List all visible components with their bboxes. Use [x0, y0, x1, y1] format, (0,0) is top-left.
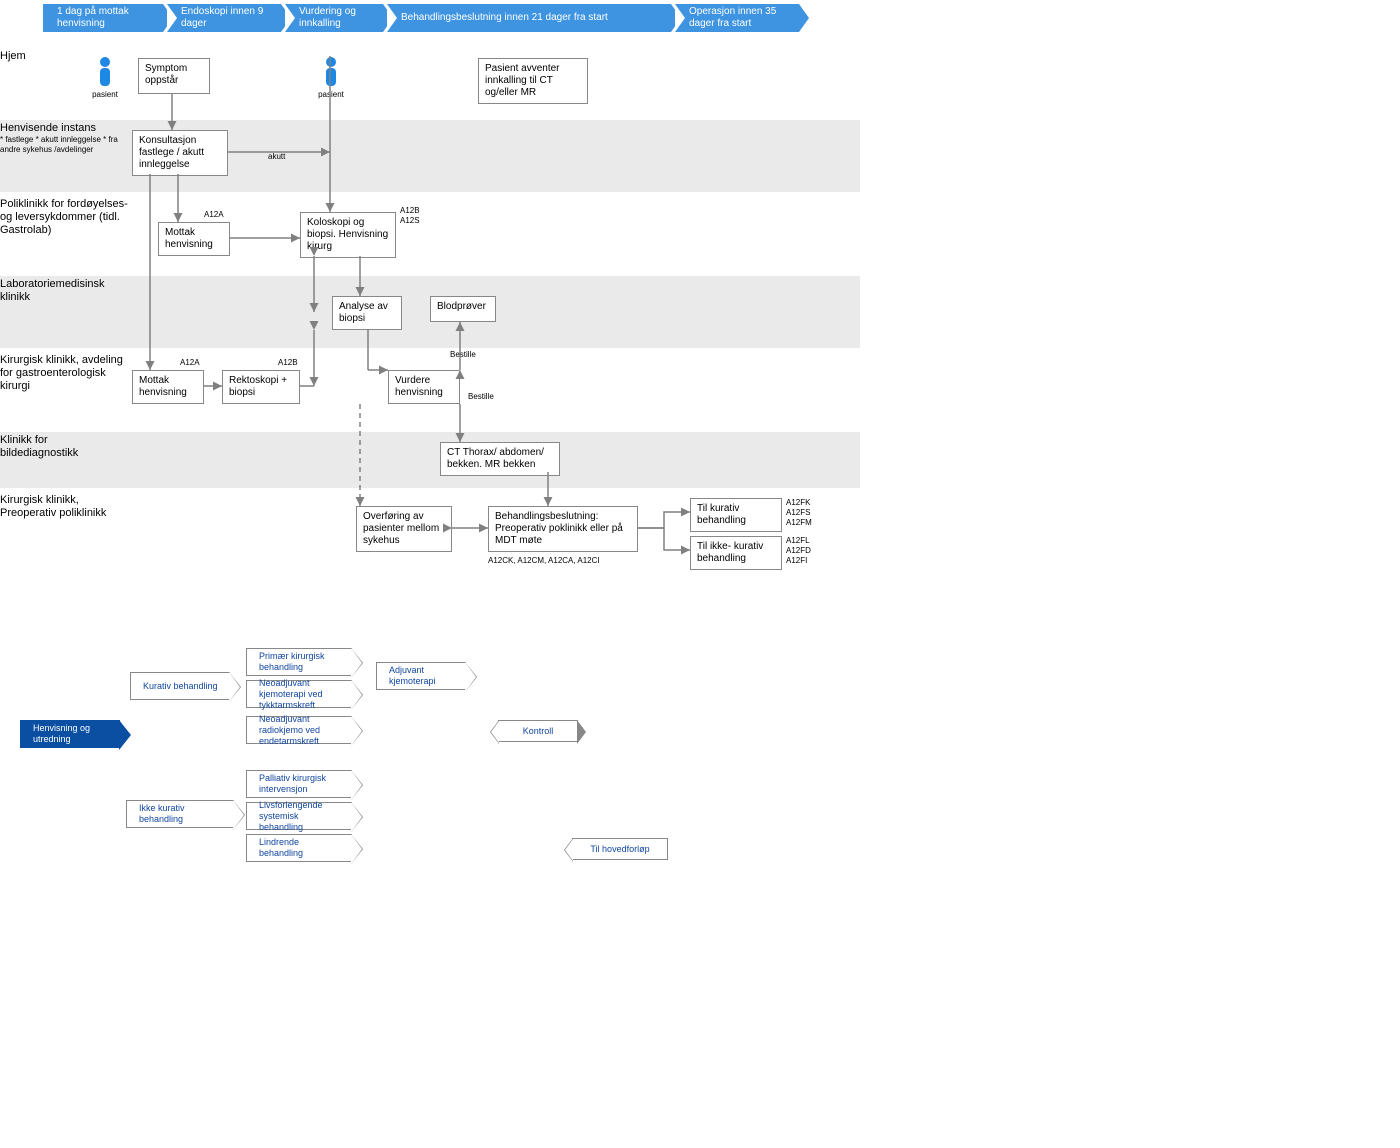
swimlane-band — [0, 120, 860, 192]
process-box-text: Rektoskopi + biopsi — [229, 375, 287, 398]
process-box-text: Pasient avventer innkalling til CT og/el… — [485, 63, 560, 98]
process-box-text: Analyse av biopsi — [339, 301, 388, 324]
timeline-step: Operasjon innen 35 dager fra start — [675, 4, 799, 32]
process-box-konsult: Konsultasjon fastlege / akutt innleggels… — [132, 130, 228, 176]
swimlane-title: Kirurgisk klinikk, avdeling for gastroen… — [0, 354, 128, 393]
timeline-step-label: 1 dag på mottak henvisning — [57, 6, 157, 30]
code-label: A12CK, A12CM, A12CA, A12CI — [488, 556, 600, 566]
swimlane-label: Laboratoriemedisinsk klinikk — [0, 278, 128, 304]
nav-tab-label: Neoadjuvant kjemoterapi ved tykktarmskre… — [259, 678, 345, 711]
timeline-step: Endoskopi innen 9 dager — [167, 4, 281, 32]
diagram-canvas: 1 dag på mottak henvisning Endoskopi inne… — [0, 0, 1400, 1148]
process-box-text: Til ikke- kurativ behandling — [697, 541, 763, 564]
process-box-text: Koloskopi og biopsi. Henvisning kirurg — [307, 217, 388, 252]
process-box-rektoskopi: Rektoskopi + biopsi — [222, 370, 300, 404]
process-box-text: Til kurativ behandling — [697, 503, 746, 526]
process-box-beslutning: Behandlingsbeslutning: Preoperativ pokli… — [488, 506, 638, 552]
code-label: A12A — [180, 358, 200, 368]
process-box-text: CT Thorax/ abdomen/ bekken. MR bekken — [447, 447, 544, 470]
process-box-analyse: Analyse av biopsi — [332, 296, 402, 330]
edge-label: Bestille — [450, 350, 476, 359]
code-label: A12FK A12FS A12FM — [786, 498, 812, 528]
nav-tab-lindrende[interactable]: Lindrende behandling — [246, 834, 352, 862]
timeline-step: 1 dag på mottak henvisning — [43, 4, 163, 32]
process-box-mottak1: Mottak henvisning — [158, 222, 230, 256]
nav-tab-label: Primær kirurgisk behandling — [259, 651, 345, 673]
process-box-symptom: Symptom oppstår — [138, 58, 210, 94]
process-box-blod: Blodprøver — [430, 296, 496, 322]
timeline-step-label: Endoskopi innen 9 dager — [181, 6, 275, 30]
nav-tab-til_hoved[interactable]: Til hovedforløp — [572, 838, 668, 860]
swimlane-label: Klinikk for bildediagnostikk — [0, 434, 128, 460]
process-box-text: Symptom oppstår — [145, 63, 187, 86]
nav-tab-kontroll[interactable]: Kontroll — [498, 720, 578, 742]
nav-tab-label: Livsforlengende systemisk behandling — [259, 800, 345, 833]
nav-tab-label: Adjuvant kjemoterapi — [389, 665, 459, 687]
nav-tab-henv_utred[interactable]: Henvisning og utredning — [20, 720, 120, 748]
process-box-mottak2: Mottak henvisning — [132, 370, 204, 404]
process-box-koloskopi: Koloskopi og biopsi. Henvisning kirurg — [300, 212, 396, 258]
swimlane-title: Poliklinikk for fordøyelses- og leversyk… — [0, 198, 128, 237]
nav-tab-label: Neoadjuvant radiokjemo ved endetarmskref… — [259, 714, 345, 747]
process-box-ct: CT Thorax/ abdomen/ bekken. MR bekken — [440, 442, 560, 476]
process-box-text: Vurdere henvisning — [395, 375, 443, 398]
process-box-avventer: Pasient avventer innkalling til CT og/el… — [478, 58, 588, 104]
process-box-overforing: Overføring av pasienter mellom sykehus — [356, 506, 452, 552]
process-box-text: Mottak henvisning — [165, 227, 213, 250]
process-box-text: Konsultasjon fastlege / akutt innleggels… — [139, 135, 204, 170]
nav-tab-label: Henvisning og utredning — [33, 723, 113, 745]
code-label: A12B A12S — [400, 206, 420, 226]
nav-tab-adjuvant[interactable]: Adjuvant kjemoterapi — [376, 662, 466, 690]
process-box-text: Mottak henvisning — [139, 375, 187, 398]
nav-tab-palliativ[interactable]: Palliativ kirurgisk intervensjon — [246, 770, 352, 798]
nav-tab-label: Palliativ kirurgisk intervensjon — [259, 773, 345, 795]
swimlane-title: Klinikk for bildediagnostikk — [0, 434, 128, 460]
patient-icon: pasient — [90, 56, 120, 99]
nav-tab-label: Ikke kurativ behandling — [139, 803, 227, 825]
timeline-step-label: Vurdering og innkalling — [299, 6, 377, 30]
nav-tab-livsforl[interactable]: Livsforlengende systemisk behandling — [246, 802, 352, 830]
edge-label: akutt — [268, 152, 285, 161]
swimlane-title: Laboratoriemedisinsk klinikk — [0, 278, 128, 304]
process-box-kurativ_ut: Til kurativ behandling — [690, 498, 782, 532]
patient-icon: pasient — [316, 56, 346, 99]
nav-tab-neoadj_r[interactable]: Neoadjuvant radiokjemo ved endetarmskref… — [246, 716, 352, 744]
process-box-ikke_ut: Til ikke- kurativ behandling — [690, 536, 782, 570]
edge-label: Bestille — [468, 392, 494, 401]
process-box-text: Blodprøver — [437, 301, 486, 312]
timeline-step-label: Behandlingsbeslutning innen 21 dager fra… — [401, 12, 608, 24]
swimlane-label: Henvisende instans* fastlege * akutt inn… — [0, 122, 128, 155]
nav-tab-neoadj_k[interactable]: Neoadjuvant kjemoterapi ved tykktarmskre… — [246, 680, 352, 708]
swimlane-title: Henvisende instans — [0, 122, 128, 135]
nav-tab-label: Til hovedforløp — [590, 844, 649, 854]
timeline-step-label: Operasjon innen 35 dager fra start — [689, 6, 793, 30]
swimlane-band — [0, 432, 860, 488]
swimlane-label: Kirurgisk klinikk, avdeling for gastroen… — [0, 354, 128, 393]
patient-label: pasient — [90, 90, 120, 99]
nav-tab-ikke_kur[interactable]: Ikke kurativ behandling — [126, 800, 234, 828]
code-label: A12FL A12FD A12FI — [786, 536, 811, 566]
nav-tab-label: Kontroll — [523, 726, 554, 736]
process-box-text: Behandlingsbeslutning: Preoperativ pokli… — [495, 511, 623, 546]
code-label: A12B — [278, 358, 298, 368]
swimlane-title: Kirurgisk klinikk, Preoperativ poliklini… — [0, 494, 128, 520]
patient-label: pasient — [316, 90, 346, 99]
swimlane-label: Kirurgisk klinikk, Preoperativ poliklini… — [0, 494, 128, 520]
swimlane-label: Poliklinikk for fordøyelses- og leversyk… — [0, 198, 128, 237]
process-box-text: Overføring av pasienter mellom sykehus — [363, 511, 439, 546]
timeline-step: Behandlingsbeslutning innen 21 dager fra… — [387, 4, 671, 32]
nav-tab-label: Kurativ behandling — [143, 681, 218, 692]
code-label: A12A — [204, 210, 224, 220]
process-box-vurdere: Vurdere henvisning — [388, 370, 460, 404]
nav-tab-kurativ[interactable]: Kurativ behandling — [130, 672, 230, 700]
swimlane-subtitle: * fastlege * akutt innleggelse * fra and… — [0, 135, 128, 155]
nav-tab-primark[interactable]: Primær kirurgisk behandling — [246, 648, 352, 676]
timeline-step: Vurdering og innkalling — [285, 4, 383, 32]
nav-tab-label: Lindrende behandling — [259, 837, 345, 859]
